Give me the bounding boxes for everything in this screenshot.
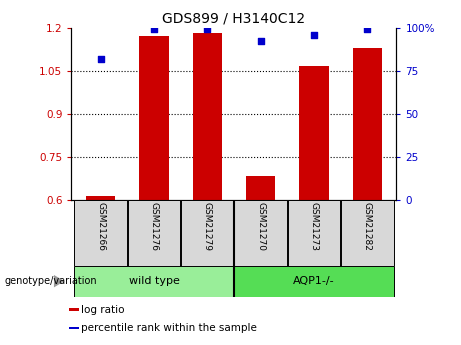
Bar: [341, 200, 394, 266]
Text: GSM21276: GSM21276: [149, 202, 159, 251]
Bar: [69, 327, 79, 329]
Bar: [246, 176, 275, 200]
Point: [257, 39, 264, 44]
Bar: [74, 266, 234, 297]
Title: GDS899 / H3140C12: GDS899 / H3140C12: [162, 11, 306, 25]
Point: [150, 27, 158, 32]
Text: GSM21266: GSM21266: [96, 202, 105, 251]
Point: [310, 32, 318, 37]
Text: GSM21282: GSM21282: [363, 202, 372, 251]
Bar: [193, 33, 222, 200]
Text: AQP1-/-: AQP1-/-: [293, 276, 335, 286]
Text: GSM21279: GSM21279: [203, 202, 212, 251]
Bar: [139, 36, 169, 200]
Text: percentile rank within the sample: percentile rank within the sample: [81, 323, 257, 333]
Text: genotype/variation: genotype/variation: [5, 276, 97, 286]
Bar: [299, 66, 329, 200]
Text: GSM21270: GSM21270: [256, 202, 265, 251]
Bar: [69, 308, 79, 311]
Bar: [288, 200, 340, 266]
Point: [204, 27, 211, 32]
Bar: [234, 266, 394, 297]
Text: log ratio: log ratio: [81, 305, 124, 315]
Bar: [181, 200, 234, 266]
Polygon shape: [54, 275, 65, 287]
Point: [363, 27, 371, 32]
Text: GSM21273: GSM21273: [309, 202, 319, 251]
Point: [97, 56, 105, 61]
Bar: [74, 200, 127, 266]
Text: wild type: wild type: [129, 276, 179, 286]
Bar: [86, 196, 115, 200]
Bar: [128, 200, 180, 266]
Bar: [234, 200, 287, 266]
Bar: [353, 48, 382, 200]
